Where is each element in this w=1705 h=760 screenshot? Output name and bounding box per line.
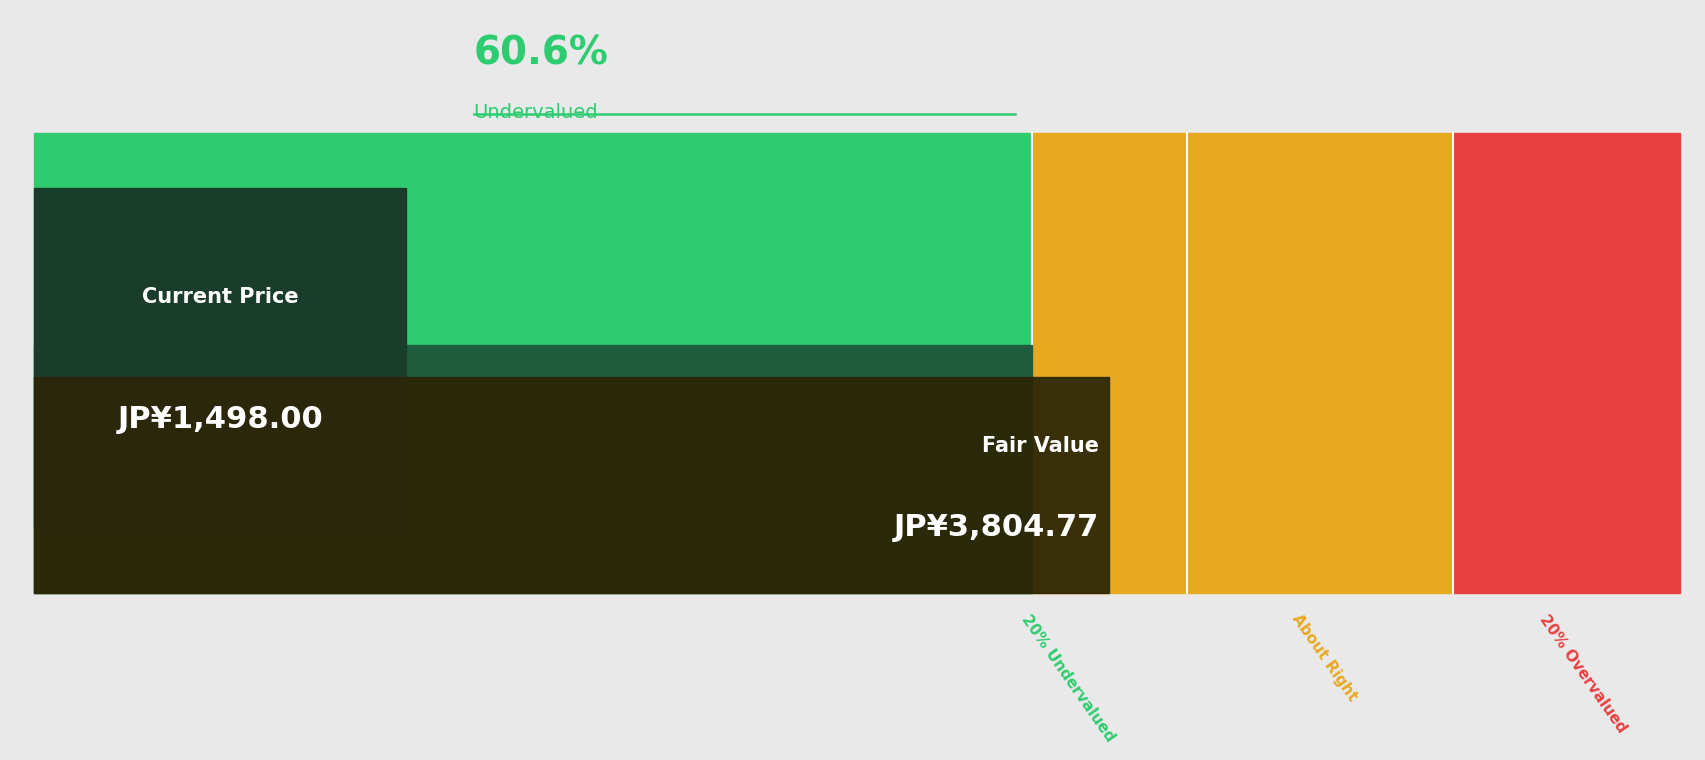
Bar bbox=[34, 377, 1108, 593]
Text: Undervalued: Undervalued bbox=[474, 103, 598, 122]
Bar bbox=[1187, 133, 1453, 593]
Text: Current Price: Current Price bbox=[142, 287, 298, 307]
Bar bbox=[34, 344, 1032, 593]
Text: 20% Undervalued: 20% Undervalued bbox=[1018, 612, 1117, 744]
Bar bbox=[34, 188, 406, 528]
Text: About Right: About Right bbox=[1289, 612, 1359, 705]
Text: Fair Value: Fair Value bbox=[982, 435, 1098, 456]
Text: JP¥3,804.77: JP¥3,804.77 bbox=[893, 514, 1098, 543]
Bar bbox=[1453, 133, 1679, 593]
Text: 20% Overvalued: 20% Overvalued bbox=[1534, 612, 1628, 735]
Text: JP¥1,498.00: JP¥1,498.00 bbox=[118, 405, 322, 434]
Bar bbox=[34, 133, 1032, 593]
Text: 60.6%: 60.6% bbox=[474, 34, 609, 72]
Bar bbox=[1032, 133, 1185, 593]
